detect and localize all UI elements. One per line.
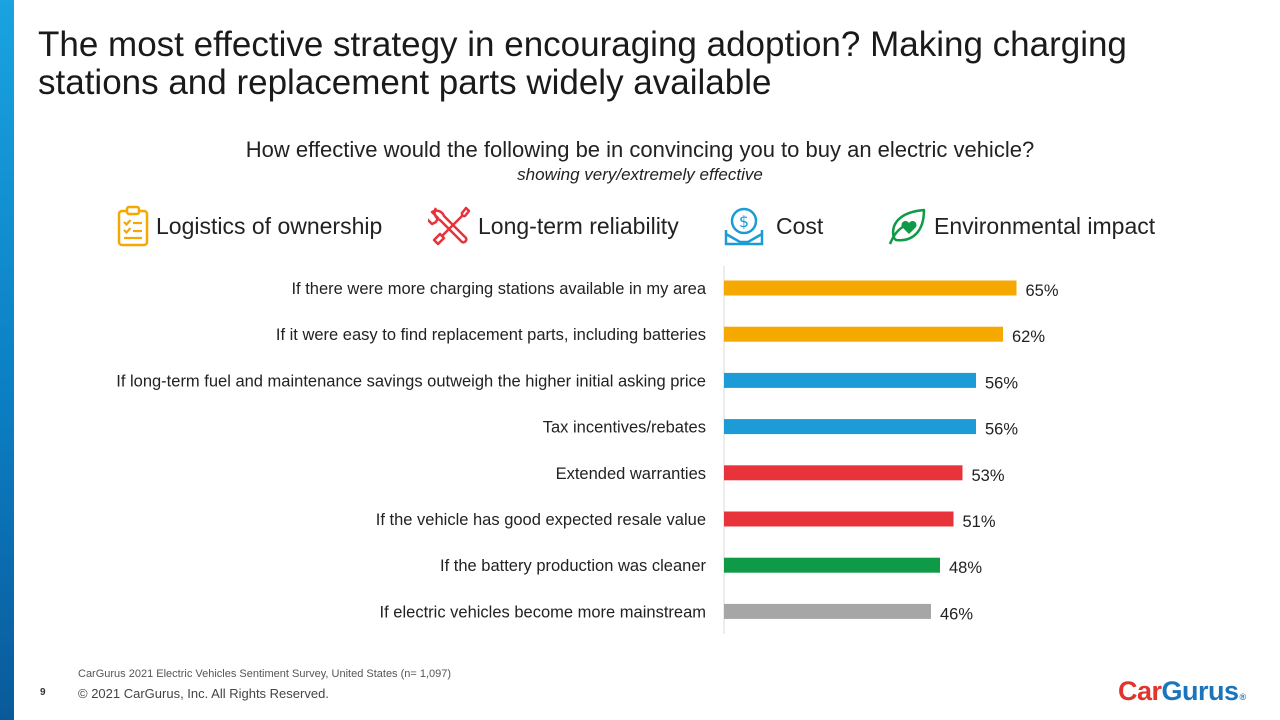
bar	[724, 511, 954, 527]
source-note: CarGurus 2021 Electric Vehicles Sentimen…	[78, 668, 452, 680]
legend-item-environment: Environmental impact	[884, 203, 1155, 249]
leaf-heart-icon	[888, 208, 926, 245]
category-label: Tax incentives/rebates	[543, 419, 706, 437]
page-number: 9	[40, 687, 46, 698]
chart-subquestion: showing very/extremely effective	[517, 165, 763, 184]
value-label: 56%	[985, 374, 1018, 392]
cargurus-logo: Car Gurus ®	[1118, 676, 1246, 707]
category-label: If the vehicle has good expected resale …	[376, 511, 706, 529]
bar-chart-svg: If there were more charging stations ava…	[116, 266, 1059, 634]
category-label: If there were more charging stations ava…	[291, 280, 706, 298]
value-label: 46%	[940, 605, 973, 623]
bar	[724, 280, 1017, 296]
copyright: © 2021 CarGurus, Inc. All Rights Reserve…	[78, 686, 329, 701]
value-label: 51%	[963, 513, 996, 531]
value-label: 48%	[949, 559, 982, 577]
wrench-screwdriver-icon	[428, 206, 471, 246]
category-label: If electric vehicles become more mainstr…	[380, 603, 706, 621]
value-label: 65%	[1026, 282, 1059, 300]
legend-item-logistics: Logistics of ownership	[116, 203, 382, 249]
value-label: 62%	[1012, 328, 1045, 346]
logo-car-text: Car	[1118, 676, 1162, 706]
bar	[724, 465, 963, 481]
legend-label-logistics: Logistics of ownership	[156, 212, 383, 239]
bar	[724, 603, 931, 619]
legend-label-cost: Cost	[776, 212, 824, 239]
left-accent-strip	[0, 0, 14, 720]
bar	[724, 557, 940, 573]
logo-registered-mark: ®	[1239, 692, 1247, 702]
bar	[724, 372, 976, 388]
value-label: 53%	[972, 467, 1005, 485]
bar	[724, 326, 1003, 342]
legend-item-cost: $ Cost	[722, 203, 823, 249]
category-label: If long-term fuel and maintenance saving…	[116, 372, 706, 390]
slide-title: The most effective strategy in encouragi…	[38, 25, 1127, 102]
value-label: 56%	[985, 421, 1018, 439]
logo-gurus-text: Gurus	[1161, 676, 1240, 706]
legend-label-environment: Environmental impact	[934, 212, 1156, 239]
svg-text:$: $	[739, 212, 749, 231]
legend-item-reliability: Long-term reliability	[428, 203, 679, 249]
category-label: Extended warranties	[556, 465, 706, 483]
money-dollar-icon: $	[724, 207, 764, 246]
bar-chart: If there were more charging stations ava…	[0, 262, 1280, 642]
legend-label-reliability: Long-term reliability	[478, 212, 679, 239]
category-label: If the battery production was cleaner	[440, 557, 706, 575]
legend: Logistics of ownership Long-term reliabi…	[0, 203, 1280, 249]
chart-question: How effective would the following be in …	[245, 137, 1035, 162]
category-label: If it were easy to find replacement part…	[276, 326, 706, 344]
clipboard-checklist-icon	[117, 205, 149, 247]
bar	[724, 419, 976, 435]
